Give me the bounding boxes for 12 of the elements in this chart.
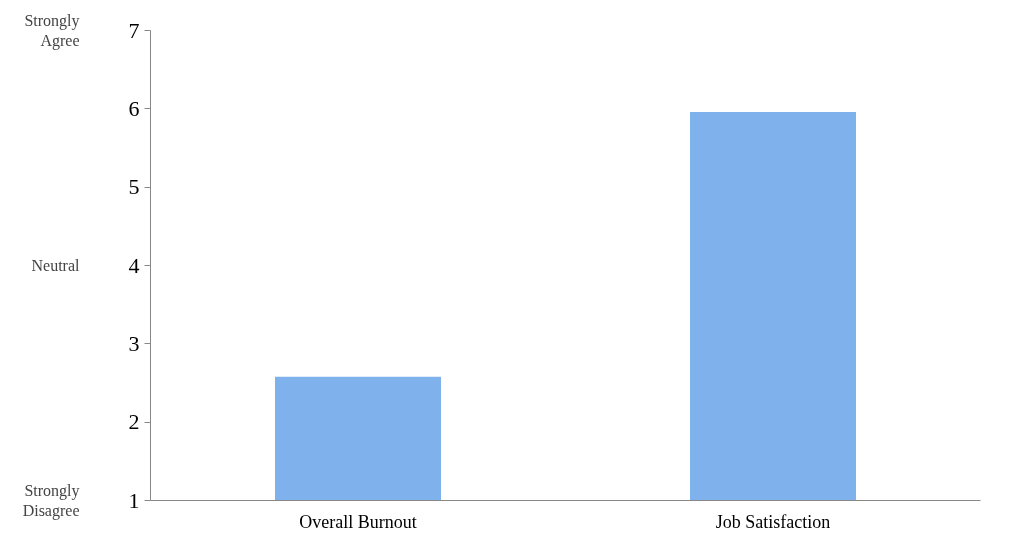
- text: Neutral: [31, 257, 81, 274]
- y-tick-label: 6: [128, 95, 140, 121]
- y-tick-label: 1: [128, 487, 140, 513]
- text: Strongly Disagree: [22, 481, 80, 521]
- y-tick-label: 4: [128, 252, 140, 278]
- y-tick-label: 2: [128, 409, 140, 435]
- y-tick-label: 5: [128, 174, 140, 200]
- text: Strongly Agree: [24, 11, 80, 51]
- x-tick-label: Overall Burnout: [299, 511, 417, 532]
- y-tick-label: 3: [128, 330, 140, 356]
- y-tick-label: 7: [128, 17, 140, 43]
- x-tick-label: Job Satisfaction: [715, 511, 831, 532]
